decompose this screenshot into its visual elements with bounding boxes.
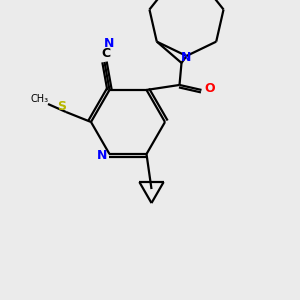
Text: CH₃: CH₃: [31, 94, 49, 104]
Text: O: O: [204, 82, 215, 95]
Text: N: N: [181, 52, 192, 64]
Text: N: N: [104, 38, 115, 50]
Text: S: S: [58, 100, 67, 113]
Text: C: C: [101, 47, 110, 61]
Text: N: N: [97, 148, 108, 161]
